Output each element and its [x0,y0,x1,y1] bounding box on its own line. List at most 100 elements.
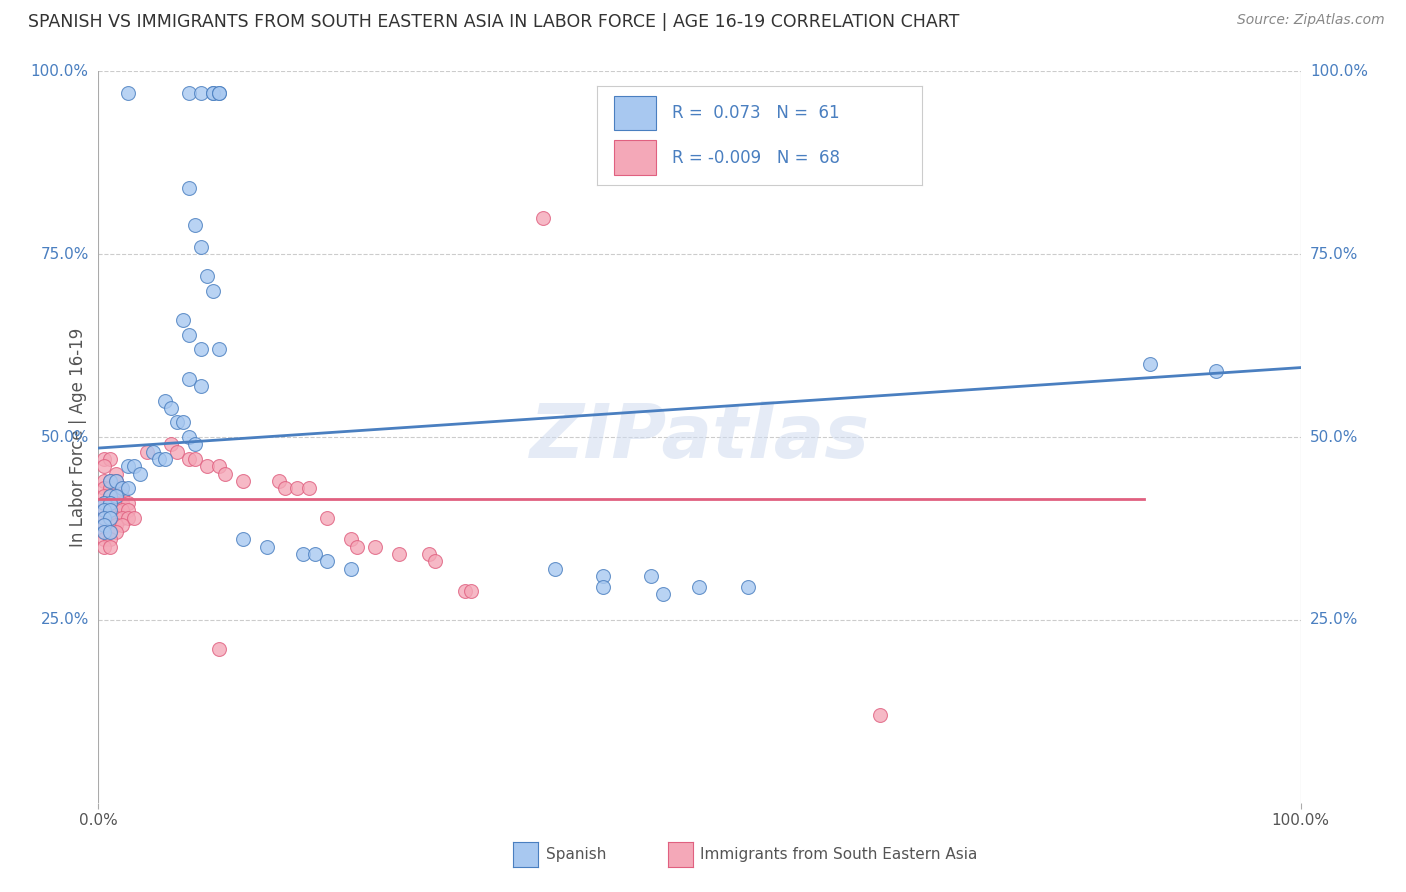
Point [201,284,224,298]
Point [346,540,368,554]
Point [737,580,759,594]
Point [1139,357,1161,371]
Point [315,554,337,568]
Point [166,444,188,458]
Text: 75.0%: 75.0% [41,247,89,261]
Point [159,437,181,451]
Point [190,343,212,357]
Point [640,569,662,583]
Point [105,525,128,540]
Point [100,503,122,517]
Point [195,269,218,284]
Point [117,503,139,517]
Point [124,510,146,524]
Point [129,467,152,481]
Point [100,489,122,503]
Point [93,496,115,510]
Point [117,481,139,495]
Text: SPANISH VS IMMIGRANTS FROM SOUTH EASTERN ASIA IN LABOR FORCE | AGE 16-19 CORRELA: SPANISH VS IMMIGRANTS FROM SOUTH EASTERN… [28,13,959,31]
Point [105,474,128,488]
Text: 25.0%: 25.0% [41,613,89,627]
Point [274,481,297,495]
Point [214,467,236,481]
Point [93,503,115,517]
Point [93,510,115,524]
Point [111,481,134,495]
Point [285,481,308,495]
Point [232,533,254,547]
Text: 75.0%: 75.0% [1310,247,1358,261]
Point [93,503,115,517]
Point [100,481,122,495]
Point [100,525,122,540]
Point [93,525,115,540]
Text: 25.0%: 25.0% [1310,613,1358,627]
Point [93,540,115,554]
Point [256,540,278,554]
Point [183,218,205,232]
Point [100,510,122,524]
Point [117,459,139,474]
Point [117,496,139,510]
Text: Spanish: Spanish [546,847,606,862]
Point [111,503,134,517]
Point [93,517,115,532]
Point [100,474,122,488]
Point [93,510,115,524]
Point [159,401,181,415]
Point [105,467,128,481]
Point [105,503,128,517]
Point [111,510,134,524]
Point [190,240,212,254]
Point [111,489,134,503]
Point [105,489,128,503]
Point [418,547,440,561]
Point [177,371,200,385]
Point [364,540,387,554]
Point [423,554,446,568]
Point [93,489,115,503]
Point [652,587,675,601]
Point [100,525,122,540]
Point [100,474,122,488]
Point [105,517,128,532]
Point [201,87,224,101]
Point [304,547,326,561]
Point [117,87,139,101]
Y-axis label: In Labor Force | Age 16-19: In Labor Force | Age 16-19 [69,327,87,547]
Point [315,510,337,524]
Point [454,583,477,598]
Point [388,547,411,561]
Point [100,540,122,554]
Text: ZIPatlas: ZIPatlas [530,401,869,474]
Point [460,583,482,598]
Point [93,496,115,510]
Point [105,489,128,503]
Point [153,393,176,408]
Point [177,327,200,342]
Point [93,481,115,495]
Text: 100.0%: 100.0% [1310,64,1368,78]
Text: Source: ZipAtlas.com: Source: ZipAtlas.com [1237,13,1385,28]
Point [153,452,176,467]
Point [172,416,194,430]
Point [531,211,554,225]
Point [267,474,290,488]
Point [177,430,200,444]
Point [100,503,122,517]
Point [190,87,212,101]
Point [100,496,122,510]
Point [111,481,134,495]
Point [340,533,363,547]
Point [688,580,710,594]
Text: 100.0%: 100.0% [31,64,89,78]
Point [93,533,115,547]
Point [93,452,115,467]
Point [544,562,567,576]
Point [177,87,200,101]
Point [105,496,128,510]
Point [166,416,188,430]
Point [291,547,314,561]
Point [232,474,254,488]
Text: Immigrants from South Eastern Asia: Immigrants from South Eastern Asia [700,847,977,862]
